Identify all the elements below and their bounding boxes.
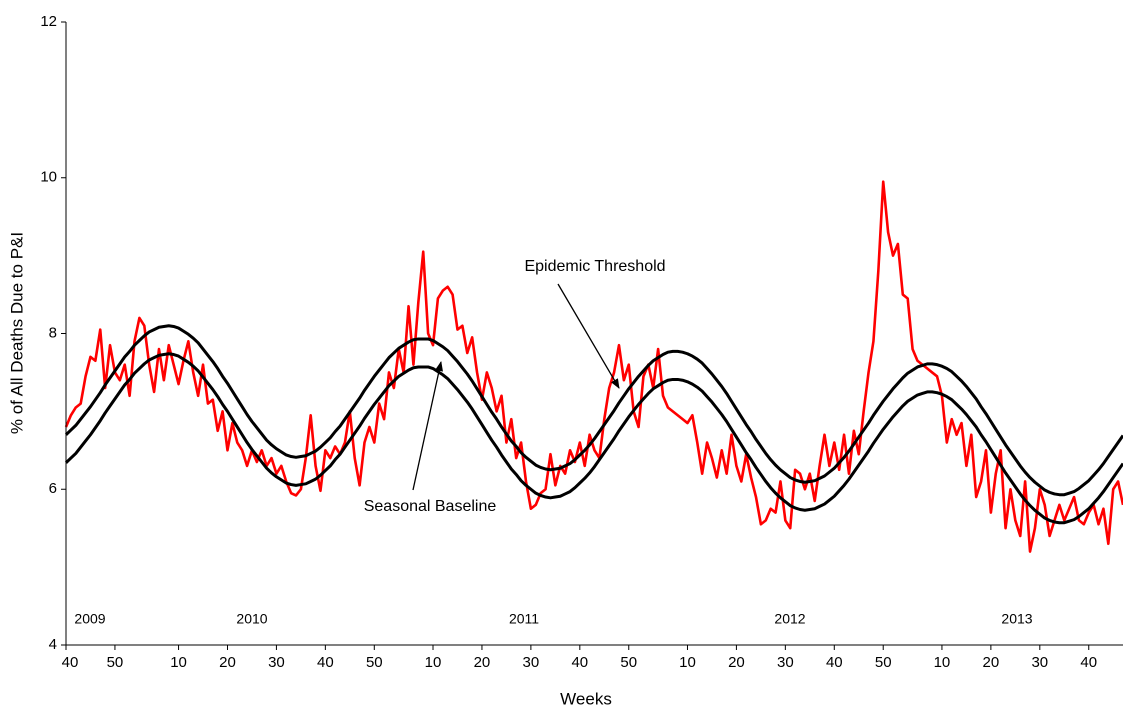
y-tick-label: 12 <box>40 13 57 30</box>
x-tick-label: 30 <box>268 654 285 671</box>
annotation: Seasonal Baseline <box>364 498 497 515</box>
x-tick-label: 50 <box>107 654 124 671</box>
year-label: 2011 <box>509 611 539 627</box>
x-tick-label: 10 <box>934 654 951 671</box>
x-tick-label: 40 <box>62 654 79 671</box>
x-axis-title: Weeks <box>560 689 612 708</box>
x-tick-label: 20 <box>474 654 491 671</box>
annotation: Epidemic Threshold <box>524 258 665 275</box>
y-axis-title: % of All Deaths Due to P&I <box>7 232 26 434</box>
x-tick-label: 50 <box>620 654 637 671</box>
plot-area <box>64 180 1123 553</box>
x-tick-label: 10 <box>425 654 442 671</box>
x-tick-label: 20 <box>983 654 1000 671</box>
y-tick-label: 4 <box>49 636 57 653</box>
series-line <box>64 180 1123 553</box>
series-line <box>64 352 1123 525</box>
series-line <box>64 324 1123 497</box>
x-tick-label: 30 <box>777 654 794 671</box>
x-tick-label: 50 <box>875 654 892 671</box>
year-label: 2010 <box>236 611 267 627</box>
annotation-arrow <box>557 283 620 389</box>
annotation-arrow <box>412 361 443 491</box>
y-tick-label: 6 <box>49 480 57 497</box>
x-tick-label: 50 <box>366 654 383 671</box>
x-tick-label: 40 <box>571 654 588 671</box>
x-tick-label: 40 <box>826 654 843 671</box>
y-tick-label: 8 <box>49 324 57 341</box>
year-label: 2013 <box>1001 611 1032 627</box>
x-tick-label: 40 <box>317 654 334 671</box>
year-label: 2012 <box>774 611 805 627</box>
x-tick-label: 10 <box>679 654 696 671</box>
x-tick-label: 20 <box>219 654 236 671</box>
x-tick-label: 40 <box>1080 654 1097 671</box>
x-tick-label: 10 <box>170 654 187 671</box>
year-label: 2009 <box>74 611 105 627</box>
y-tick-label: 10 <box>40 169 57 186</box>
x-tick-label: 30 <box>523 654 540 671</box>
x-tick-label: 20 <box>728 654 745 671</box>
x-tick-label: 30 <box>1031 654 1048 671</box>
